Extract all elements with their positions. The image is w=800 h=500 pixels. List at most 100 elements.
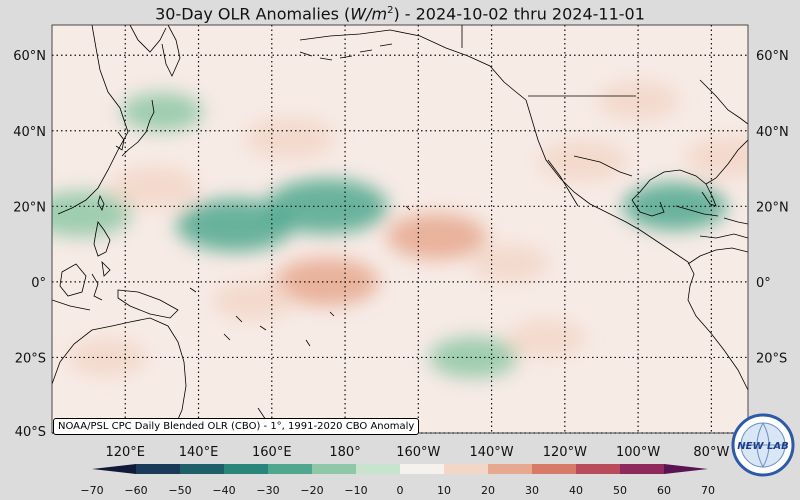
colorbar-swatch [444, 464, 489, 474]
latitude-label: 20°N [756, 200, 789, 215]
colorbar-tick-label: 0 [397, 484, 404, 497]
latitude-label: 20°N [13, 200, 46, 215]
anomaly-blob [120, 92, 204, 132]
okhotsk-coastline [129, 25, 167, 53]
colorbar-swatch [136, 464, 181, 474]
latitude-label: 60°N [756, 49, 789, 64]
north-america-east [699, 79, 748, 125]
colorbar-tick-label: 40 [569, 484, 583, 497]
aleutian-islands [299, 43, 393, 61]
colorbar-tick-label: −10 [344, 484, 367, 497]
philippines-coastline [93, 221, 111, 277]
logo-meridian [756, 422, 770, 469]
colorbar-swatch [620, 464, 665, 474]
colorbar-swatch [180, 464, 225, 474]
latitude-label: 20°S [756, 351, 787, 366]
latitude-label: 0° [31, 276, 46, 291]
colorbar-tick-label: −50 [168, 484, 191, 497]
baja-california [547, 159, 579, 207]
colorbar-swatch [268, 464, 313, 474]
longitude-label: 160°W [396, 445, 440, 460]
sulawesi-coastline [91, 273, 103, 301]
anomaly-blob [596, 81, 680, 120]
asia-coastline [57, 25, 129, 215]
longitude-label: 140°W [469, 445, 513, 460]
colorbar-swatch [400, 464, 445, 474]
anomaly-blob [386, 213, 487, 260]
colorbar-tick-label: −40 [212, 484, 235, 497]
sumatra-java-coastline [52, 299, 91, 311]
latitude-label: 40°N [756, 125, 789, 140]
florida-coastline [701, 183, 717, 207]
latitude-label: 60°N [13, 49, 46, 64]
longitude-label: 160°E [252, 445, 292, 460]
colorbar-swatch [664, 464, 708, 474]
colorbar-swatches [92, 464, 708, 474]
anomaly-field [52, 81, 748, 379]
latitude-label: 20°S [15, 351, 46, 366]
coastlines [52, 25, 748, 433]
map-frame [51, 24, 749, 434]
colorbar-tick-label: 50 [613, 484, 627, 497]
anomaly-blob [507, 320, 586, 358]
latitude-labels-left: 60°N 40°N 20°N 0° 20°S 40°S [13, 49, 46, 440]
noaa-psl-logo: NEW LAB [731, 413, 795, 477]
anomaly-blob [176, 198, 294, 252]
colorbar-swatch [92, 464, 136, 474]
pacific-islands [189, 205, 411, 347]
data-source-attribution: NOAA/PSL CPC Daily Blended OLR (CBO) - 1… [53, 418, 420, 435]
colorbar-tick-label: −30 [256, 484, 279, 497]
south-america-coastline [687, 233, 748, 265]
us-east-coast [631, 139, 748, 201]
borneo-coastline [59, 263, 87, 297]
longitude-label: 120°W [543, 445, 587, 460]
anomaly-blob [212, 281, 295, 321]
colorbar-tick-label: 30 [525, 484, 539, 497]
north-america-west-coast [525, 99, 748, 391]
anomaly-blob [110, 166, 200, 209]
mexico-border [573, 155, 633, 177]
logo-text: NEW LAB [737, 441, 788, 452]
colorbar-tick-label: −60 [124, 484, 147, 497]
colorbar-swatch [488, 464, 533, 474]
longitude-label: 180° [329, 445, 360, 460]
kamchatka-coastline [161, 25, 181, 77]
latitude-label: 40°N [13, 125, 46, 140]
australia-coastline [52, 317, 187, 433]
latitude-labels-right: 60°N40°N20°N0°20°S40°S [756, 49, 789, 440]
yucatan-coastline [631, 199, 665, 217]
colorbar-tick-label: 20 [481, 484, 495, 497]
anomaly-blob [428, 336, 518, 379]
colorbar: −70 −60 −50 −40 −30 −20 −10 0 10 20 30 40 50 60 70 [80, 464, 715, 497]
korea-coastline [115, 131, 125, 151]
longitude-label: 140°E [179, 445, 219, 460]
longitude-label: 80°W [693, 445, 729, 460]
map-title: 30-Day OLR Anomalies (W/m2) - 2024-10-02… [155, 4, 645, 24]
colorbar-swatch [576, 464, 621, 474]
colorbar-tick-label: 60 [657, 484, 671, 497]
anomaly-blob [538, 140, 628, 182]
anomaly-blob [52, 190, 132, 237]
colorbar-tick-label: 70 [701, 484, 715, 497]
alaska-coastline [299, 25, 527, 101]
longitude-label: 100°W [616, 445, 660, 460]
anomaly-blob [245, 117, 335, 160]
colorbar-swatch [312, 464, 357, 474]
anomaly-blob [685, 136, 748, 178]
taiwan-coastline [97, 194, 105, 211]
anomaly-blob [622, 182, 727, 231]
latitude-label: 40°S [15, 425, 46, 440]
colorbar-ticks: −70 −60 −50 −40 −30 −20 −10 0 10 20 30 40 50 60 70 [80, 484, 715, 497]
colorbar-tick-label: −70 [80, 484, 103, 497]
colorbar-tick-label: 10 [437, 484, 451, 497]
anomaly-blob [470, 244, 549, 282]
longitude-labels: 120°E 140°E 160°E 180° 160°W 140°W 120°W 100°W 8… [105, 445, 729, 460]
colorbar-tick-label: −20 [300, 484, 323, 497]
new-guinea-coastline [117, 289, 179, 319]
longitude-label: 120°E [105, 445, 145, 460]
colorbar-swatch [532, 464, 577, 474]
latitude-label: 0° [756, 276, 771, 291]
japan-coastline [121, 99, 155, 157]
colorbar-swatch [356, 464, 401, 474]
